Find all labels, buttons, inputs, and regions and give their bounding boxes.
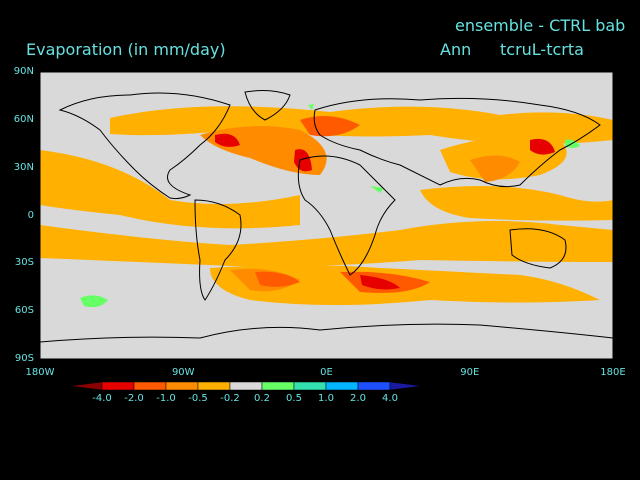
colorbar-label: 0.2 (254, 393, 270, 404)
experiment-label: ensemble - CTRL bab (455, 16, 626, 35)
colorbar-swatch (133, 381, 167, 391)
lat-label: 0 (27, 209, 34, 221)
lat-label: 60N (13, 113, 34, 125)
colorbar-label: -2.0 (124, 393, 144, 404)
colorbar-swatch (197, 381, 231, 391)
lat-label: 60S (14, 305, 34, 317)
colorbar-label: -1.0 (156, 393, 176, 404)
lat-label: 90S (14, 353, 34, 364)
lat-label: 90N (13, 66, 34, 77)
colorbar-swatch (165, 381, 199, 391)
colorbar-swatch (69, 381, 103, 391)
colorbar-label: -0.5 (188, 393, 208, 404)
lon-label: 180E (600, 367, 626, 378)
colorbar-label: 4.0 (382, 393, 398, 404)
colorbar-swatch (325, 381, 359, 391)
colorbar-swatch (389, 381, 423, 391)
colorbar-label: -4.0 (92, 393, 112, 404)
lon-label: 180W (25, 367, 55, 378)
lon-label: 90E (460, 367, 480, 378)
lon-label: 90W (171, 367, 195, 378)
colorbar-label: 0.5 (286, 393, 302, 404)
anomaly-shading (40, 104, 613, 308)
colorbar-swatch (357, 381, 391, 391)
colorbar-swatch (101, 381, 135, 391)
colorbar-swatch (293, 381, 327, 391)
colorbar-swatch (229, 381, 263, 391)
lon-label: 0E (320, 367, 333, 378)
period-label: Ann (440, 40, 472, 59)
map-frame (39, 71, 614, 360)
colorbar-label: 2.0 (350, 393, 366, 404)
map-plot (40, 72, 613, 359)
colorbar (69, 381, 423, 391)
coastlines (40, 90, 613, 343)
colorbar-label: 1.0 (318, 393, 334, 404)
case-label: tcruL-tcrta (500, 40, 584, 59)
lat-label: 30N (13, 161, 34, 173)
lat-label: 30S (14, 257, 34, 269)
colorbar-swatch (261, 381, 295, 391)
map-title: Evaporation (in mm/day) (26, 40, 226, 59)
colorbar-label: -0.2 (220, 393, 240, 404)
